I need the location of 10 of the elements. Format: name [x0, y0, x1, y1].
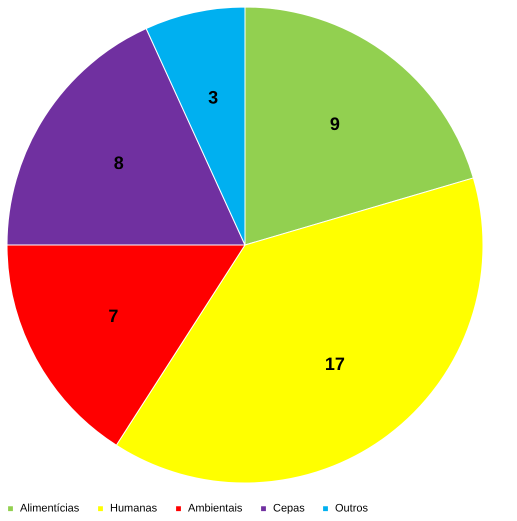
legend-label: Alimentícias — [20, 502, 80, 515]
data-label: 3 — [208, 87, 218, 108]
legend-label: Ambientais — [188, 502, 243, 515]
data-label: 8 — [114, 152, 124, 173]
legend-label: Humanas — [110, 502, 158, 515]
data-label: 17 — [324, 354, 345, 374]
data-label: 7 — [108, 306, 118, 326]
legend-label: Outros — [335, 502, 369, 515]
legend-label: Cepas — [273, 502, 306, 515]
data-label: 9 — [330, 114, 340, 134]
